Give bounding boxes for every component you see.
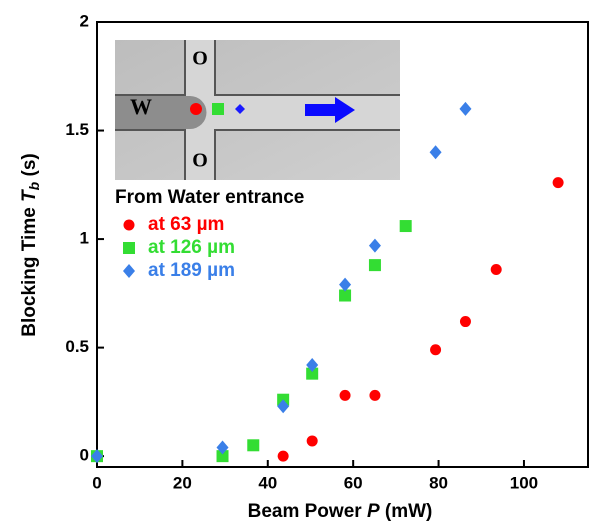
x-label-text: Beam Power [248, 501, 367, 522]
marker [339, 389, 351, 401]
marker [339, 289, 352, 302]
marker [399, 220, 412, 233]
marker [368, 238, 381, 253]
marker [277, 399, 290, 414]
y-tick-label: 0.5 [65, 337, 89, 356]
marker [91, 449, 103, 464]
plot-frame [96, 21, 589, 468]
marker [369, 389, 381, 401]
x-tick-label: 100 [510, 473, 538, 492]
legend-label: at 189 µm [148, 260, 235, 281]
marker [552, 177, 564, 189]
y-tick-label: 2 [80, 11, 89, 30]
marker [306, 367, 319, 380]
marker [123, 242, 135, 254]
inset-label: O [192, 48, 208, 70]
marker [368, 259, 381, 272]
marker [429, 145, 442, 160]
marker [123, 219, 135, 231]
marker [123, 264, 135, 278]
marker [459, 316, 471, 328]
inset-photo [115, 40, 400, 180]
inset-label: O [192, 150, 208, 172]
x-label-unit: (mW) [380, 501, 433, 522]
y-tick-label: 1.5 [65, 120, 89, 139]
x-tick-label: 20 [173, 473, 192, 492]
marker [459, 101, 472, 116]
x-tick-label: 40 [258, 473, 277, 492]
y-label-sub: b [26, 181, 42, 190]
x-tick-label: 0 [92, 473, 101, 492]
y-label-text: Blocking Time [19, 202, 40, 337]
y-tick-label: 1 [80, 229, 89, 248]
y-label-var: T [19, 189, 40, 202]
legend-title: From Water entrance [115, 187, 304, 208]
y-axis-label: Blocking Time Tb (s) [19, 153, 42, 336]
y-label-unit: (s) [19, 153, 40, 182]
marker [277, 450, 289, 462]
inset-label: W [130, 94, 152, 119]
marker [430, 344, 442, 356]
marker [306, 357, 319, 372]
x-axis-label: Beam Power P (mW) [248, 501, 433, 522]
marker [490, 263, 502, 275]
marker [306, 435, 318, 447]
x-tick-label: 80 [429, 473, 448, 492]
marker [247, 439, 260, 452]
legend-label: at 126 µm [148, 237, 235, 258]
legend-label: at 63 µm [148, 214, 224, 235]
marker [216, 440, 229, 455]
y-tick-label: 0 [80, 446, 89, 465]
x-label-var: P [367, 501, 380, 522]
marker [216, 450, 229, 463]
marker [339, 277, 352, 292]
x-tick-label: 60 [344, 473, 363, 492]
